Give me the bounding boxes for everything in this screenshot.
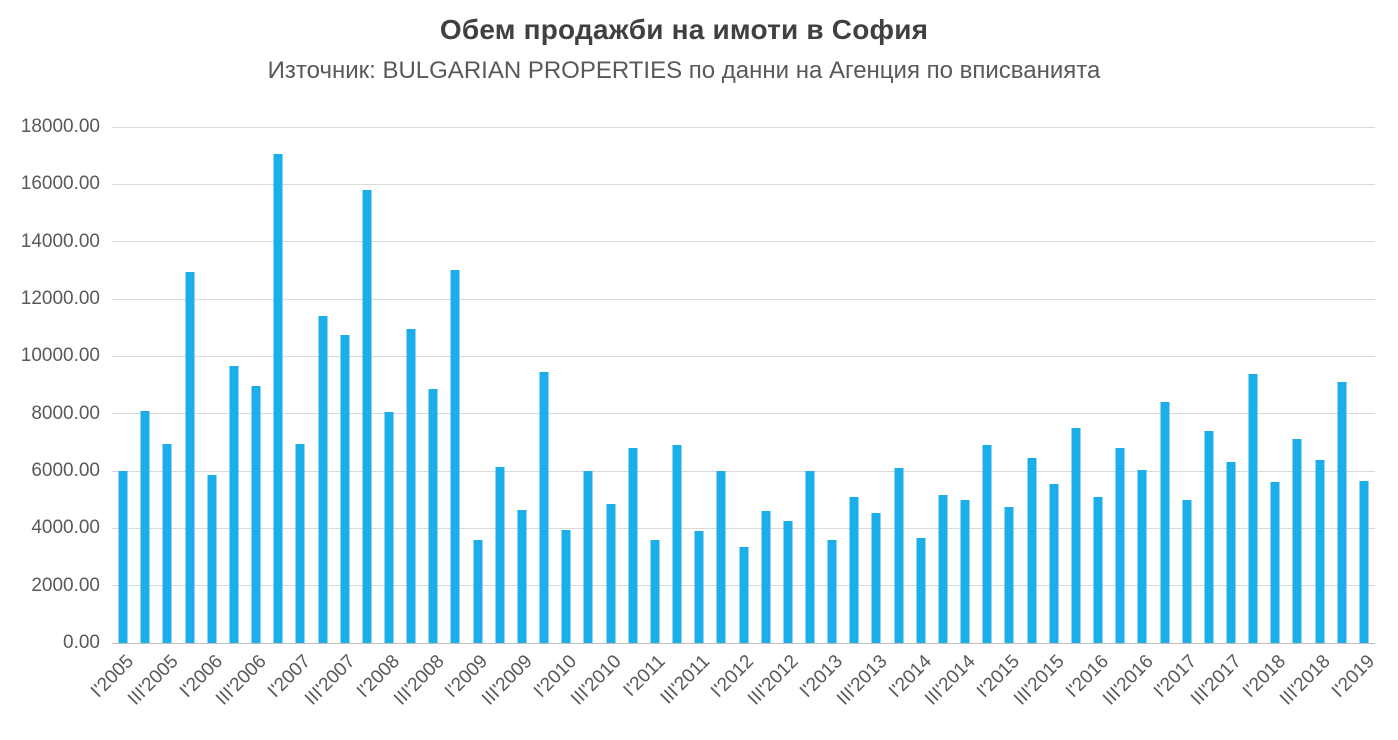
bar-III'2018 (1315, 459, 1325, 643)
x-axis-tick-label: III'2017 (1187, 651, 1246, 710)
bar-IV'2005 (185, 271, 195, 643)
y-axis-tick-label: 0.00 (63, 632, 100, 653)
bar-III'2010 (606, 503, 616, 643)
bar-IV'2011 (716, 471, 726, 643)
gridline (112, 298, 1375, 300)
bar-I'2016 (1093, 496, 1103, 643)
bar-IV'2008 (450, 270, 460, 643)
bar-III'2005 (162, 443, 172, 643)
bar-IV'2014 (982, 445, 992, 643)
gridline (112, 355, 1375, 357)
bar-IV'2012 (805, 471, 815, 643)
gridline (112, 126, 1375, 128)
gridline (112, 183, 1375, 185)
bar-IV'2009 (539, 372, 549, 643)
x-axis-tick-label: III'2009 (478, 651, 537, 710)
bar-I'2013 (827, 539, 837, 643)
bar-IV'2007 (362, 190, 372, 643)
plot-area: I'2005 III'2005 I'2006 III'2006 I'2007 III'20… (87, 126, 1379, 710)
bar-I'2018 (1270, 482, 1280, 643)
x-axis-tick-label: I'2019 (1327, 651, 1379, 703)
bar-III'2007 (340, 334, 350, 643)
x-axis-line (112, 642, 1375, 644)
bar-III'2017 (1226, 462, 1236, 643)
gridline (112, 413, 1375, 415)
bar-II'2008 (406, 329, 416, 643)
y-axis-tick-label: 10000.00 (20, 345, 100, 367)
bar-I'2010 (561, 529, 571, 643)
bar-III'2016 (1137, 469, 1147, 643)
x-axis-tick-label: III'2011 (656, 651, 715, 709)
bar-II'2005 (140, 410, 150, 643)
bar-I'2015 (1004, 506, 1014, 643)
chart-subtitle: Източник: BULGARIAN PROPERTIES по данни … (267, 57, 1101, 84)
bar-I'2009 (473, 539, 483, 643)
bar-I'2014 (916, 538, 926, 643)
bar-II'2015 (1027, 458, 1037, 643)
bar-IV'2010 (628, 448, 638, 643)
bar-II'2017 (1204, 430, 1214, 643)
bar-IV'2016 (1160, 402, 1169, 643)
bar-I'2017 (1182, 499, 1192, 643)
bar-II'2014 (938, 495, 948, 643)
bar-III'2012 (783, 521, 793, 643)
y-axis-tick-label: 16000.00 (20, 173, 100, 195)
chart-title: Обем продажби на имоти в София (439, 14, 929, 45)
bar-I'2007 (295, 443, 305, 643)
bar-III'2008 (428, 389, 438, 643)
bar-II'2009 (495, 466, 505, 643)
bar-III'2013 (871, 512, 881, 643)
bar-III'2015 (1049, 483, 1059, 643)
bar-IV'2018 (1337, 382, 1347, 643)
y-axis-tick-label: 12000.00 (20, 288, 100, 309)
bar-I'2006 (207, 475, 217, 643)
y-axis-tick-label: 6000.00 (31, 460, 100, 481)
bar-IV'2013 (894, 468, 904, 643)
bar-II'2006 (229, 366, 239, 643)
bar-I'2008 (384, 412, 394, 643)
bar-II'2010 (583, 471, 593, 643)
y-axis-tick-label: 8000.00 (31, 402, 100, 424)
bar-IV'2017 (1248, 373, 1258, 643)
bar-II'2007 (318, 316, 327, 643)
bar-III'2014 (960, 499, 970, 643)
bar-IV'2015 (1071, 428, 1081, 643)
bar-II'2011 (672, 445, 682, 643)
y-axis-tick-label: 18000.00 (20, 116, 100, 137)
bar-III'2011 (694, 531, 704, 643)
bar-III'2009 (517, 509, 527, 643)
bar-I'2019 (1359, 481, 1369, 643)
y-axis-tick-label: 14000.00 (20, 230, 100, 252)
bar-I'2011 (650, 539, 660, 643)
gridline (112, 527, 1375, 529)
bar-III'2006 (251, 386, 261, 643)
bar-II'2013 (849, 496, 859, 643)
bar-II'2018 (1292, 439, 1302, 643)
y-axis-tick-labels: 0.00 2000.00 4000.00 6000.00 8000.00 10000.00… (0, 116, 100, 653)
bar-I'2012 (739, 546, 748, 643)
y-axis-tick-label: 4000.00 (31, 517, 100, 539)
gridline (112, 470, 1375, 472)
bar-II'2016 (1115, 448, 1125, 643)
bar-II'2012 (761, 511, 771, 643)
bar-I'2005 (118, 471, 128, 643)
y-axis-tick-label: 2000.00 (31, 574, 100, 596)
gridline (112, 241, 1375, 243)
bar-IV'2006 (273, 154, 283, 643)
